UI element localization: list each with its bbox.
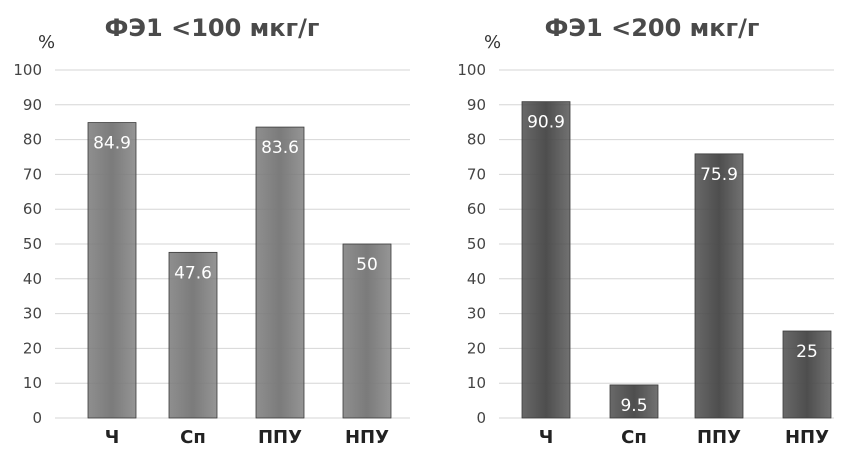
y-tick-label: 50	[23, 235, 42, 253]
y-tick-label: 90	[467, 96, 486, 114]
y-tick-label: 60	[23, 200, 42, 218]
bar	[609, 384, 659, 419]
chart-panel-right: ФЭ1 <200 мкг/г % 0 10 20 30 40 50 60 70 80 90 100 9…	[424, 0, 848, 448]
y-tick-label: 20	[467, 339, 486, 357]
y-tick-label: 0	[476, 409, 486, 427]
y-tick-label: 50	[467, 235, 486, 253]
bar	[521, 101, 571, 419]
bar	[87, 122, 137, 419]
y-tick-label: 100	[457, 61, 486, 79]
category-label: Ч	[105, 427, 120, 447]
category-label: ППУ	[697, 427, 741, 447]
data-label: 84.9	[93, 134, 131, 154]
chart-title: ФЭ1 <100 мкг/г	[104, 14, 320, 42]
data-label: 50	[356, 255, 378, 275]
y-axis-unit-label: %	[484, 32, 502, 53]
y-tick-label: 10	[23, 374, 42, 392]
chart-title: ФЭ1 <200 мкг/г	[544, 14, 760, 42]
y-tick-label: 70	[467, 165, 486, 183]
data-label: 75.9	[700, 165, 738, 185]
bar	[342, 243, 392, 419]
category-label: Сп	[180, 427, 206, 447]
data-label: 90.9	[527, 113, 565, 133]
bar	[255, 126, 305, 419]
bar-chart: 0 10 20 30 40 50 60 70 80 90 100 84.9 Ч 47.6 Сп 83.6 ППУ…	[13, 61, 410, 448]
category-label: ППУ	[258, 427, 302, 447]
y-tick-label: 20	[23, 339, 42, 357]
y-tick-label: 30	[23, 305, 42, 323]
y-tick-label: 100	[13, 61, 42, 79]
data-label: 83.6	[261, 138, 299, 158]
y-tick-label: 40	[467, 270, 486, 288]
y-tick-label: 80	[23, 131, 42, 149]
y-tick-label: 40	[23, 270, 42, 288]
y-tick-label: 80	[467, 131, 486, 149]
y-tick-label: 30	[467, 305, 486, 323]
data-label: 9.5	[620, 396, 647, 416]
bar	[694, 153, 744, 419]
data-label: 47.6	[174, 263, 212, 283]
category-label: Ч	[539, 427, 554, 447]
category-label: НПУ	[785, 427, 829, 447]
bar	[782, 330, 832, 419]
category-label: НПУ	[345, 427, 389, 447]
y-tick-label: 10	[467, 374, 486, 392]
category-label: Сп	[621, 427, 647, 447]
chart-panel-left: ФЭ1 <100 мкг/г % 0 10 20 30 40 50 60 70 80 90 100 8…	[0, 0, 424, 448]
y-tick-label: 70	[23, 165, 42, 183]
y-axis-unit-label: %	[38, 32, 56, 53]
y-tick-label: 0	[32, 409, 42, 427]
y-tick-label: 90	[23, 96, 42, 114]
data-label: 25	[796, 342, 818, 362]
bar	[168, 251, 218, 419]
y-tick-label: 60	[467, 200, 486, 218]
bar-chart: 0 10 20 30 40 50 60 70 80 90 100 90.9 Ч 9.5 Сп 75.9 ППУ 2…	[457, 61, 834, 448]
